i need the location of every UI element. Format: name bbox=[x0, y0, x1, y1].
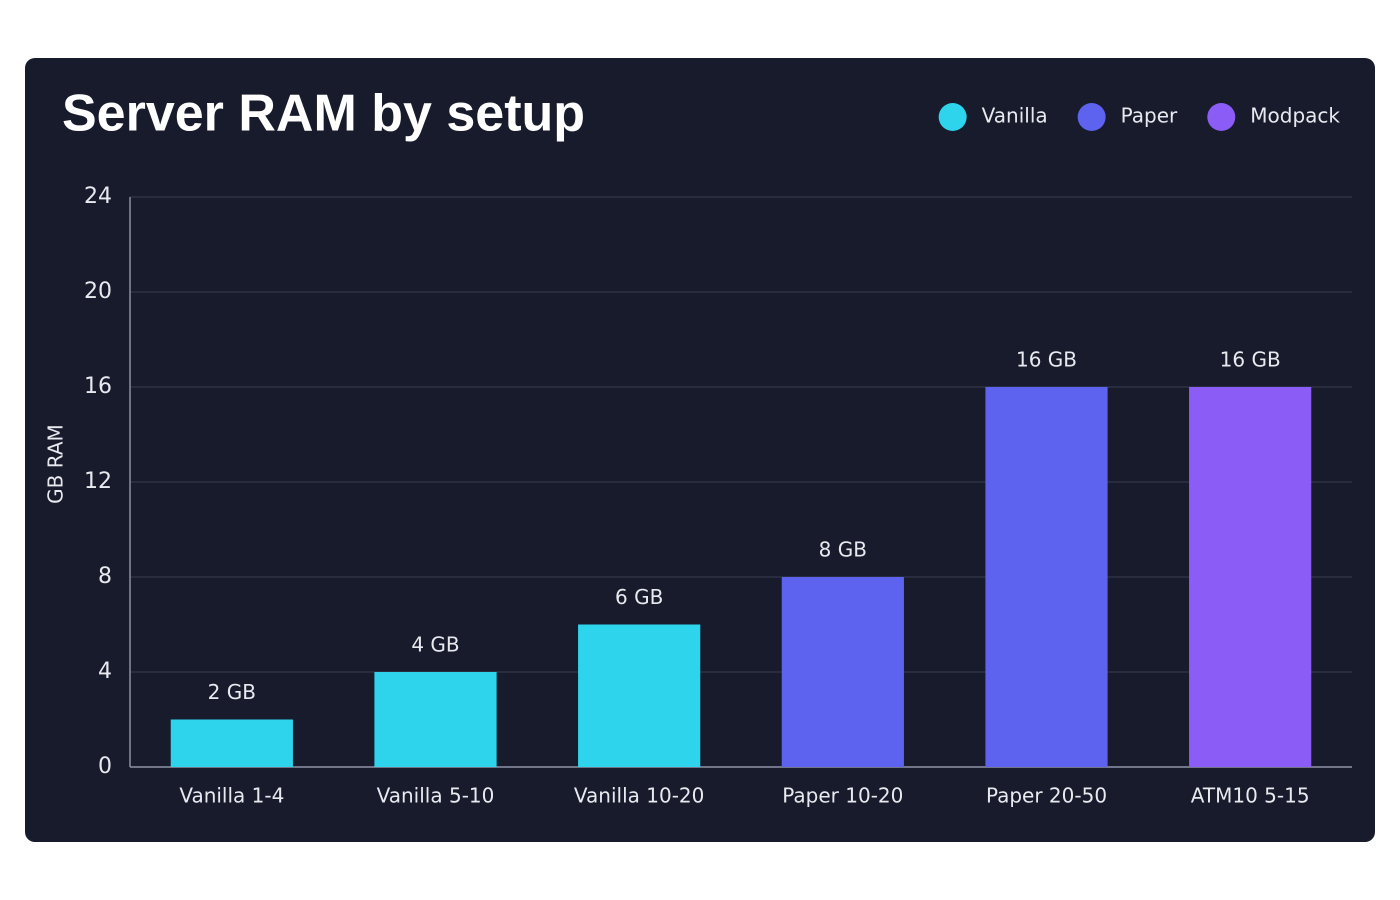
y-tick-label: 24 bbox=[84, 184, 112, 209]
y-tick-label: 12 bbox=[84, 469, 112, 494]
x-tick-label: Vanilla 5-10 bbox=[377, 784, 495, 808]
bar bbox=[985, 387, 1108, 767]
bar bbox=[374, 672, 497, 767]
legend-swatch bbox=[1207, 103, 1236, 131]
value-label: 16 GB bbox=[1220, 348, 1281, 372]
value-label: 4 GB bbox=[411, 633, 459, 657]
x-tick-label: Vanilla 10-20 bbox=[574, 784, 704, 808]
value-label: 16 GB bbox=[1016, 348, 1077, 372]
x-tick-label: Vanilla 1-4 bbox=[179, 784, 284, 808]
bar bbox=[1189, 387, 1312, 767]
y-axis-title: GB RAM bbox=[44, 424, 68, 504]
legend-label: Vanilla bbox=[982, 104, 1048, 128]
bar bbox=[578, 624, 701, 767]
legend-swatch bbox=[1077, 103, 1106, 131]
x-tick-label: Paper 20-50 bbox=[986, 784, 1107, 808]
y-tick-label: 4 bbox=[98, 659, 112, 684]
value-label: 6 GB bbox=[615, 585, 663, 609]
chart-title: Server RAM by setup bbox=[62, 85, 585, 143]
value-label: 8 GB bbox=[819, 538, 867, 562]
legend-label: Modpack bbox=[1250, 104, 1340, 128]
bar bbox=[170, 719, 293, 767]
y-tick-label: 16 bbox=[84, 374, 112, 399]
x-tick-label: Paper 10-20 bbox=[782, 784, 903, 808]
y-tick-label: 8 bbox=[98, 564, 112, 589]
legend-swatch bbox=[938, 103, 967, 131]
y-tick-label: 0 bbox=[98, 754, 112, 779]
y-tick-label: 20 bbox=[84, 279, 112, 304]
x-tick-label: ATM10 5-15 bbox=[1191, 784, 1310, 808]
legend-label: Paper bbox=[1121, 104, 1178, 128]
bar bbox=[781, 577, 904, 767]
value-label: 2 GB bbox=[208, 680, 256, 704]
